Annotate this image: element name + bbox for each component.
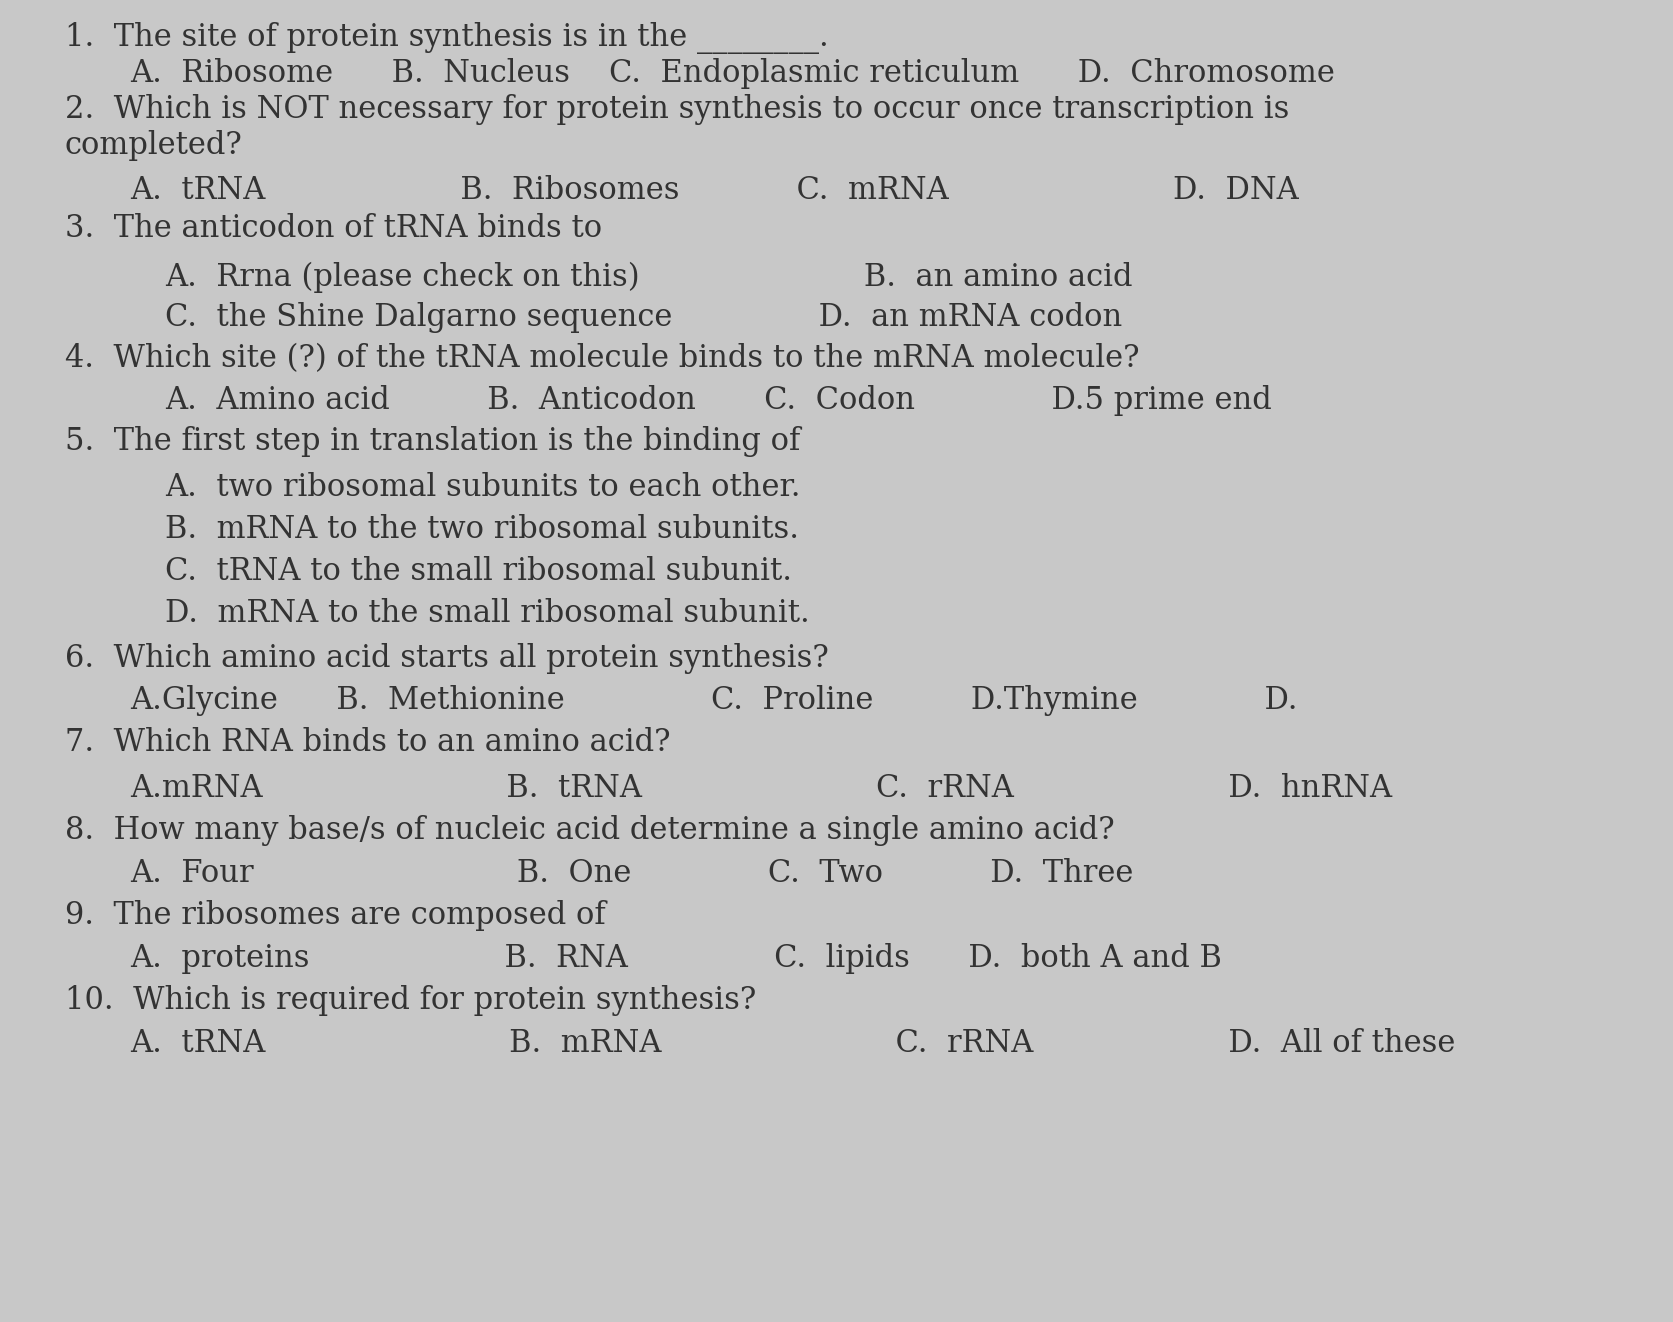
Text: 3.  The anticodon of tRNA binds to: 3. The anticodon of tRNA binds to [65, 213, 602, 245]
Text: 1.  The site of protein synthesis is in the ________.: 1. The site of protein synthesis is in t… [65, 22, 828, 54]
Text: 6.  Which amino acid starts all protein synthesis?: 6. Which amino acid starts all protein s… [65, 642, 828, 674]
Text: C.  the Shine Dalgarno sequence               D.  an mRNA codon: C. the Shine Dalgarno sequence D. an mRN… [166, 301, 1121, 333]
Text: 8.  How many base/s of nucleic acid determine a single amino acid?: 8. How many base/s of nucleic acid deter… [65, 814, 1114, 846]
Text: 9.  The ribosomes are composed of: 9. The ribosomes are composed of [65, 900, 606, 931]
Text: C.  tRNA to the small ribosomal subunit.: C. tRNA to the small ribosomal subunit. [166, 557, 791, 587]
Text: A.mRNA                         B.  tRNA                        C.  rRNA         : A.mRNA B. tRNA C. rRNA [130, 773, 1392, 804]
Text: A.Glycine      B.  Methionine               C.  Proline          D.Thymine      : A.Glycine B. Methionine C. Proline D.Thy… [130, 685, 1297, 717]
Text: B.  mRNA to the two ribosomal subunits.: B. mRNA to the two ribosomal subunits. [166, 514, 798, 545]
Text: A.  Rrna (please check on this)                       B.  an amino acid: A. Rrna (please check on this) B. an ami… [166, 262, 1133, 293]
Text: A.  Amino acid          B.  Anticodon       C.  Codon              D.5 prime end: A. Amino acid B. Anticodon C. Codon D.5 … [166, 385, 1271, 416]
Text: 5.  The first step in translation is the binding of: 5. The first step in translation is the … [65, 426, 800, 457]
Text: A.  Ribosome      B.  Nucleus    C.  Endoplasmic reticulum      D.  Chromosome: A. Ribosome B. Nucleus C. Endoplasmic re… [130, 58, 1333, 89]
Text: A.  tRNA                    B.  Ribosomes            C.  mRNA                   : A. tRNA B. Ribosomes C. mRNA [130, 175, 1298, 206]
Text: A.  Four                           B.  One              C.  Two           D.  Th: A. Four B. One C. Two D. Th [130, 858, 1133, 888]
Text: A.  two ribosomal subunits to each other.: A. two ribosomal subunits to each other. [166, 472, 800, 502]
Text: 7.  Which RNA binds to an amino acid?: 7. Which RNA binds to an amino acid? [65, 727, 671, 758]
Text: 2.  Which is NOT necessary for protein synthesis to occur once transcription is: 2. Which is NOT necessary for protein sy… [65, 94, 1288, 126]
Text: 4.  Which site (?) of the tRNA molecule binds to the mRNA molecule?: 4. Which site (?) of the tRNA molecule b… [65, 342, 1139, 374]
Text: completed?: completed? [65, 130, 243, 161]
Text: D.  mRNA to the small ribosomal subunit.: D. mRNA to the small ribosomal subunit. [166, 598, 810, 629]
Text: A.  tRNA                         B.  mRNA                        C.  rRNA       : A. tRNA B. mRNA C. rRNA [130, 1029, 1454, 1059]
Text: A.  proteins                    B.  RNA               C.  lipids      D.  both A: A. proteins B. RNA C. lipids D. both A [130, 943, 1221, 974]
Text: 10.  Which is required for protein synthesis?: 10. Which is required for protein synthe… [65, 985, 756, 1017]
